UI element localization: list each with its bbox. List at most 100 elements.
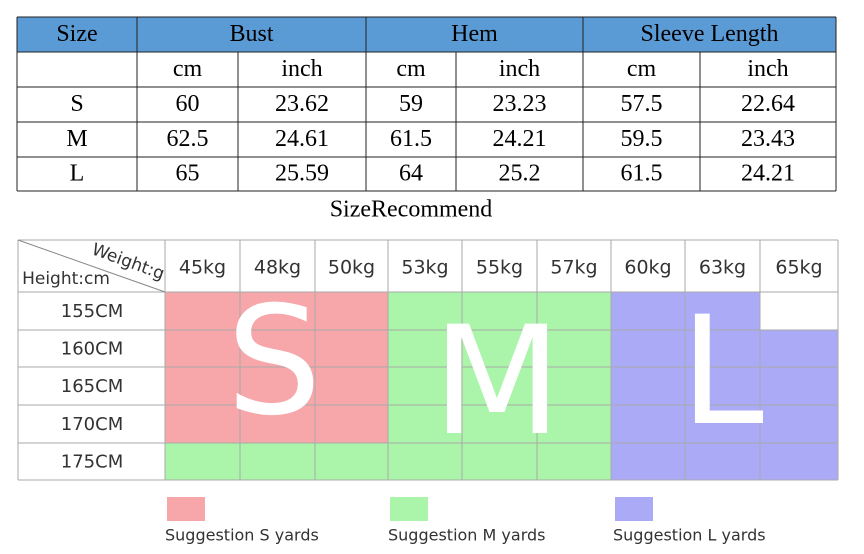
weight-label: 48kg: [254, 257, 301, 279]
table-subheader: inch: [747, 56, 788, 82]
table-cell: 23.62: [275, 91, 329, 117]
grid-cell: [165, 330, 240, 367]
table-subheader: cm: [396, 56, 426, 82]
grid-cell: [760, 443, 838, 480]
grid-cell: [388, 292, 462, 330]
grid-cell: [240, 443, 315, 480]
table-cell: 25.2: [499, 161, 541, 187]
header-row: [17, 17, 836, 52]
grid-cell: [165, 443, 240, 480]
table-cell: 24.61: [275, 126, 329, 152]
table-subheader: inch: [499, 56, 540, 82]
grid-cell: [315, 443, 388, 480]
grid-cell: [462, 367, 537, 405]
table-cell: 61.5: [621, 161, 663, 187]
grid-cell: [388, 330, 462, 367]
size-letter: S: [226, 275, 321, 449]
grid-cell: [611, 330, 685, 367]
legend-swatch: [390, 497, 428, 521]
legend-label: Suggestion L yards: [613, 526, 766, 545]
table-cell: 25.59: [275, 161, 329, 187]
grid-cell: [315, 330, 388, 367]
grid-cell: [537, 367, 611, 405]
table-header: Hem: [451, 21, 498, 47]
size-letter: L: [680, 285, 764, 459]
table-cell: 60: [176, 91, 200, 117]
grid-cell: [537, 405, 611, 443]
height-label: 160CM: [61, 339, 123, 360]
grid-cell: [685, 405, 760, 443]
grid-cell: [388, 405, 462, 443]
grid-cell: [240, 405, 315, 443]
grid-cell: [760, 292, 838, 330]
table-cell: 23.23: [493, 91, 547, 117]
table-cell: 64: [399, 161, 423, 187]
table-cell: 24.21: [741, 161, 795, 187]
grid-cell: [462, 443, 537, 480]
weight-label: 60kg: [624, 257, 671, 279]
table-cell: 23.43: [741, 126, 795, 152]
grid-cell: [388, 367, 462, 405]
table-cell: 62.5: [167, 126, 209, 152]
grid-cell: [760, 405, 838, 443]
grid-cell: [462, 330, 537, 367]
grid-cell: [315, 405, 388, 443]
grid-cell: [611, 405, 685, 443]
table-header: Sleeve Length: [641, 21, 779, 47]
size-letter: M: [432, 295, 561, 469]
corner-diagonal: [17, 239, 166, 293]
grid-cell: [240, 330, 315, 367]
grid-cell: [685, 330, 760, 367]
grid-cell: [537, 330, 611, 367]
caption: SizeRecommend: [330, 197, 493, 223]
grid-cell: [388, 443, 462, 480]
grid-cell: [611, 292, 685, 330]
table-cell: 61.5: [390, 126, 432, 152]
grid-cell: [685, 367, 760, 405]
table-cell: 22.64: [741, 91, 795, 117]
table-cell: 59.5: [621, 126, 663, 152]
table-header: Size: [56, 21, 97, 47]
table-cell: L: [70, 161, 85, 187]
grid-cell: [240, 292, 315, 330]
table-subheader: cm: [627, 56, 657, 82]
table-cell: S: [70, 91, 83, 117]
grid-cell: [760, 367, 838, 405]
table-cell: M: [66, 126, 87, 152]
grid-cell: [685, 443, 760, 480]
grid-cell: [315, 292, 388, 330]
weight-label: 50kg: [328, 257, 375, 279]
corner-height: Height:cm: [22, 269, 110, 289]
grid-cell: [165, 292, 240, 330]
table-subheader: inch: [281, 56, 322, 82]
weight-label: 55kg: [476, 257, 523, 279]
table-subheader: cm: [173, 56, 203, 82]
weight-label: 57kg: [550, 257, 597, 279]
legend-label: Suggestion S yards: [165, 526, 319, 545]
weight-label: 65kg: [775, 257, 822, 279]
height-label: 155CM: [61, 301, 123, 322]
legend-label: Suggestion M yards: [388, 526, 545, 545]
weight-label: 53kg: [401, 257, 448, 279]
grid-cell: [760, 330, 838, 367]
height-label: 165CM: [61, 376, 123, 397]
grid-cell: [537, 292, 611, 330]
weight-label: 45kg: [179, 257, 226, 279]
height-label: 170CM: [61, 414, 123, 435]
weight-label: 63kg: [699, 257, 746, 279]
height-label: 175CM: [61, 452, 123, 473]
grid-cell: [315, 367, 388, 405]
grid-cell: [537, 443, 611, 480]
grid-cell: [611, 443, 685, 480]
table-cell: 59: [399, 91, 423, 117]
grid-cell: [165, 367, 240, 405]
table-cell: 24.21: [493, 126, 547, 152]
table-cell: 65: [176, 161, 200, 187]
grid-cell: [240, 367, 315, 405]
grid-cell: [462, 292, 537, 330]
legend-swatch: [615, 497, 653, 521]
grid-cell: [462, 405, 537, 443]
grid-cell: [165, 405, 240, 443]
